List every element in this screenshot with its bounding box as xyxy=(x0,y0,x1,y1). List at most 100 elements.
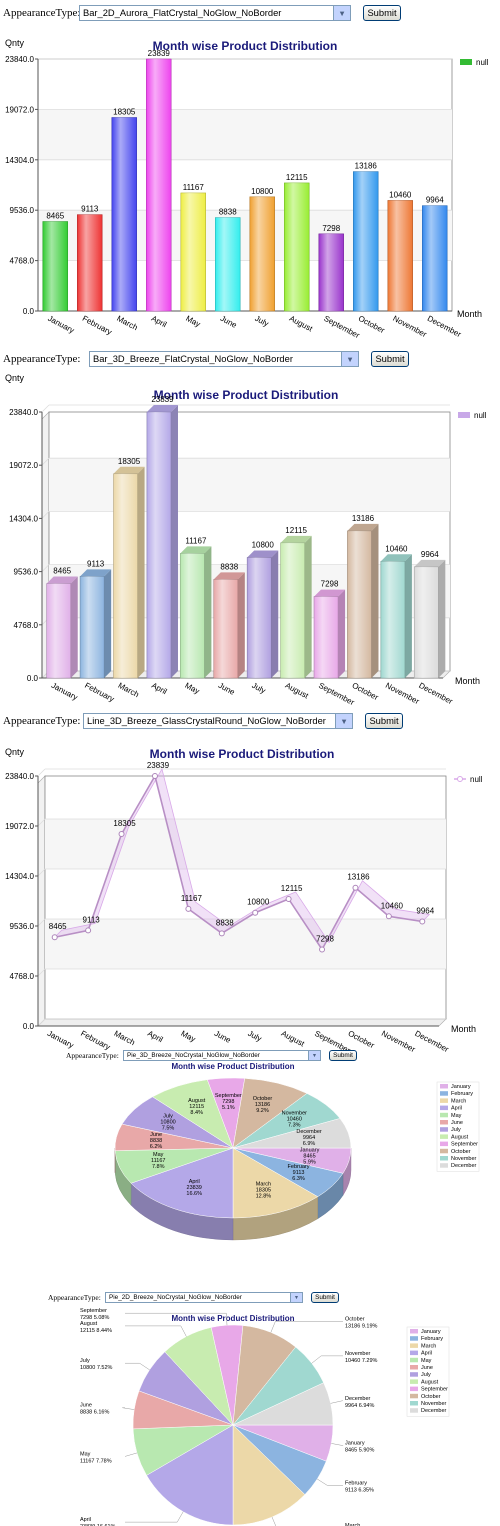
slice-name: February xyxy=(345,1480,367,1486)
legend-label: July xyxy=(421,1372,431,1378)
select-value: Pie_2D_Breeze_NoCrystal_NoGlow_NoBorder xyxy=(109,1294,242,1301)
form-label: AppearanceType: xyxy=(48,1293,101,1302)
value-label: 10460 xyxy=(385,544,408,553)
slice-value: 10460 7.29% xyxy=(345,1358,378,1364)
leader-line xyxy=(125,1511,184,1523)
value-label: 13186 xyxy=(347,873,370,882)
value-label: 9113 xyxy=(83,915,101,924)
slice-percent: 8.4% xyxy=(190,1110,203,1116)
grid-line-side xyxy=(41,511,50,519)
bar-shine xyxy=(146,59,172,311)
grid-line-side xyxy=(41,404,50,413)
line-marker xyxy=(118,831,125,838)
bar-shine xyxy=(380,561,405,678)
appearance-form: AppearanceType: Bar_3D_Breeze_FlatCrystal… xyxy=(3,351,409,367)
value-label: 7298 xyxy=(322,224,340,233)
legend-swatch xyxy=(410,1401,418,1406)
slice-name: November xyxy=(345,1351,371,1357)
slice xyxy=(130,1147,234,1219)
submit-button[interactable]: Submit xyxy=(329,1050,357,1061)
legend-swatch xyxy=(410,1386,418,1392)
value-label: 7298 xyxy=(321,580,339,589)
bar-top xyxy=(213,572,245,580)
bar-side xyxy=(438,559,446,678)
value-label: 12115 xyxy=(286,173,308,182)
bar-side xyxy=(70,576,78,678)
bar-top xyxy=(314,589,346,597)
appearance-select[interactable]: Pie_3D_Breeze_NoCrystal_NoGlow_NoBorder ▼ xyxy=(123,1050,321,1061)
leader-line xyxy=(122,1407,135,1410)
slice-value: 7298 xyxy=(222,1099,234,1105)
bar-shine xyxy=(318,233,344,311)
select-arrow: ▼ xyxy=(335,714,352,728)
slice-name: August xyxy=(80,1321,98,1327)
leader-line xyxy=(317,1478,343,1486)
slice-value: 13186 xyxy=(255,1102,270,1108)
legend-swatch xyxy=(410,1393,418,1399)
bar-shine xyxy=(180,553,205,678)
bar-side xyxy=(170,405,178,678)
y-tick-label: 9536.0 xyxy=(10,206,35,215)
bar-shine xyxy=(113,473,138,678)
slice-value: 8465 xyxy=(303,1154,315,1160)
appearance-select[interactable]: Bar_3D_Breeze_FlatCrystal_NoGlow_NoBorde… xyxy=(89,351,359,367)
x-tick-label: August xyxy=(288,314,315,334)
bar-side xyxy=(371,523,379,678)
y-tick-label: 0.0 xyxy=(23,307,35,316)
legend-swatch xyxy=(410,1336,418,1341)
appearance-select[interactable]: Pie_2D_Breeze_NoCrystal_NoGlow_NoBorder ▼ xyxy=(105,1292,303,1303)
line-marker xyxy=(185,905,192,912)
appearance-select[interactable]: Line_3D_Breeze_GlassCrystalRound_NoGlow_… xyxy=(83,713,353,729)
legend-swatch xyxy=(440,1141,448,1147)
slice-name: January xyxy=(345,1441,365,1447)
value-label: 8838 xyxy=(216,918,234,927)
slice-percent: 6.3% xyxy=(292,1176,305,1182)
submit-button[interactable]: Submit xyxy=(365,713,403,729)
select-arrow: ▼ xyxy=(341,352,358,366)
slice-value: 7298 5.08% xyxy=(80,1315,109,1321)
y-tick-label: 4768.0 xyxy=(10,972,35,981)
legend-swatch xyxy=(440,1105,448,1111)
bar-side xyxy=(104,569,112,678)
legend-label: January xyxy=(451,1084,471,1090)
chart-title: Month wise Product Distribution xyxy=(171,1314,294,1323)
legend-label: April xyxy=(421,1351,432,1357)
legend-swatch xyxy=(440,1156,448,1161)
x-tick-label: August xyxy=(280,1029,307,1049)
appearance-form: AppearanceType: Pie_3D_Breeze_NoCrystal_N… xyxy=(66,1050,357,1061)
grid-band xyxy=(49,458,450,512)
submit-button[interactable]: Submit xyxy=(363,5,401,21)
bar-shine xyxy=(422,205,448,311)
appearance-select[interactable]: Bar_2D_Aurora_FlatCrystal_NoGlow_NoBorde… xyxy=(79,5,351,21)
legend-swatch xyxy=(410,1408,418,1413)
leader-line xyxy=(330,1400,343,1404)
slice-name: November xyxy=(282,1110,308,1116)
x-tick-label: May xyxy=(179,1029,197,1044)
x-tick-label: November xyxy=(391,314,428,339)
bar-shine xyxy=(215,217,241,311)
chart-title: Month wise Product Distribution xyxy=(154,388,339,402)
y-axis-title: Qnty xyxy=(5,747,25,757)
leader-line xyxy=(331,1443,344,1446)
submit-button[interactable]: Submit xyxy=(311,1292,339,1303)
bar-top xyxy=(46,576,78,584)
bar-shine xyxy=(414,566,439,678)
value-label: 23839 xyxy=(147,761,170,770)
grid-line-side xyxy=(37,818,46,827)
x-tick-label: August xyxy=(284,681,311,701)
y-tick-label: 23840.0 xyxy=(9,408,38,417)
value-label: 11167 xyxy=(185,536,207,545)
form-label: AppearanceType: xyxy=(3,715,81,727)
slice-value: 10800 7.52% xyxy=(80,1365,113,1371)
form-label: AppearanceType: xyxy=(3,7,81,19)
x-tick-label: July xyxy=(253,314,270,329)
submit-button[interactable]: Submit xyxy=(371,351,409,367)
value-label: 8465 xyxy=(53,567,71,576)
grid-line-side xyxy=(41,457,50,466)
y-tick-label: 19072.0 xyxy=(5,822,34,831)
line-marker xyxy=(85,927,92,934)
line-marker xyxy=(285,895,292,902)
line-marker xyxy=(419,918,426,925)
line-marker xyxy=(319,946,326,953)
